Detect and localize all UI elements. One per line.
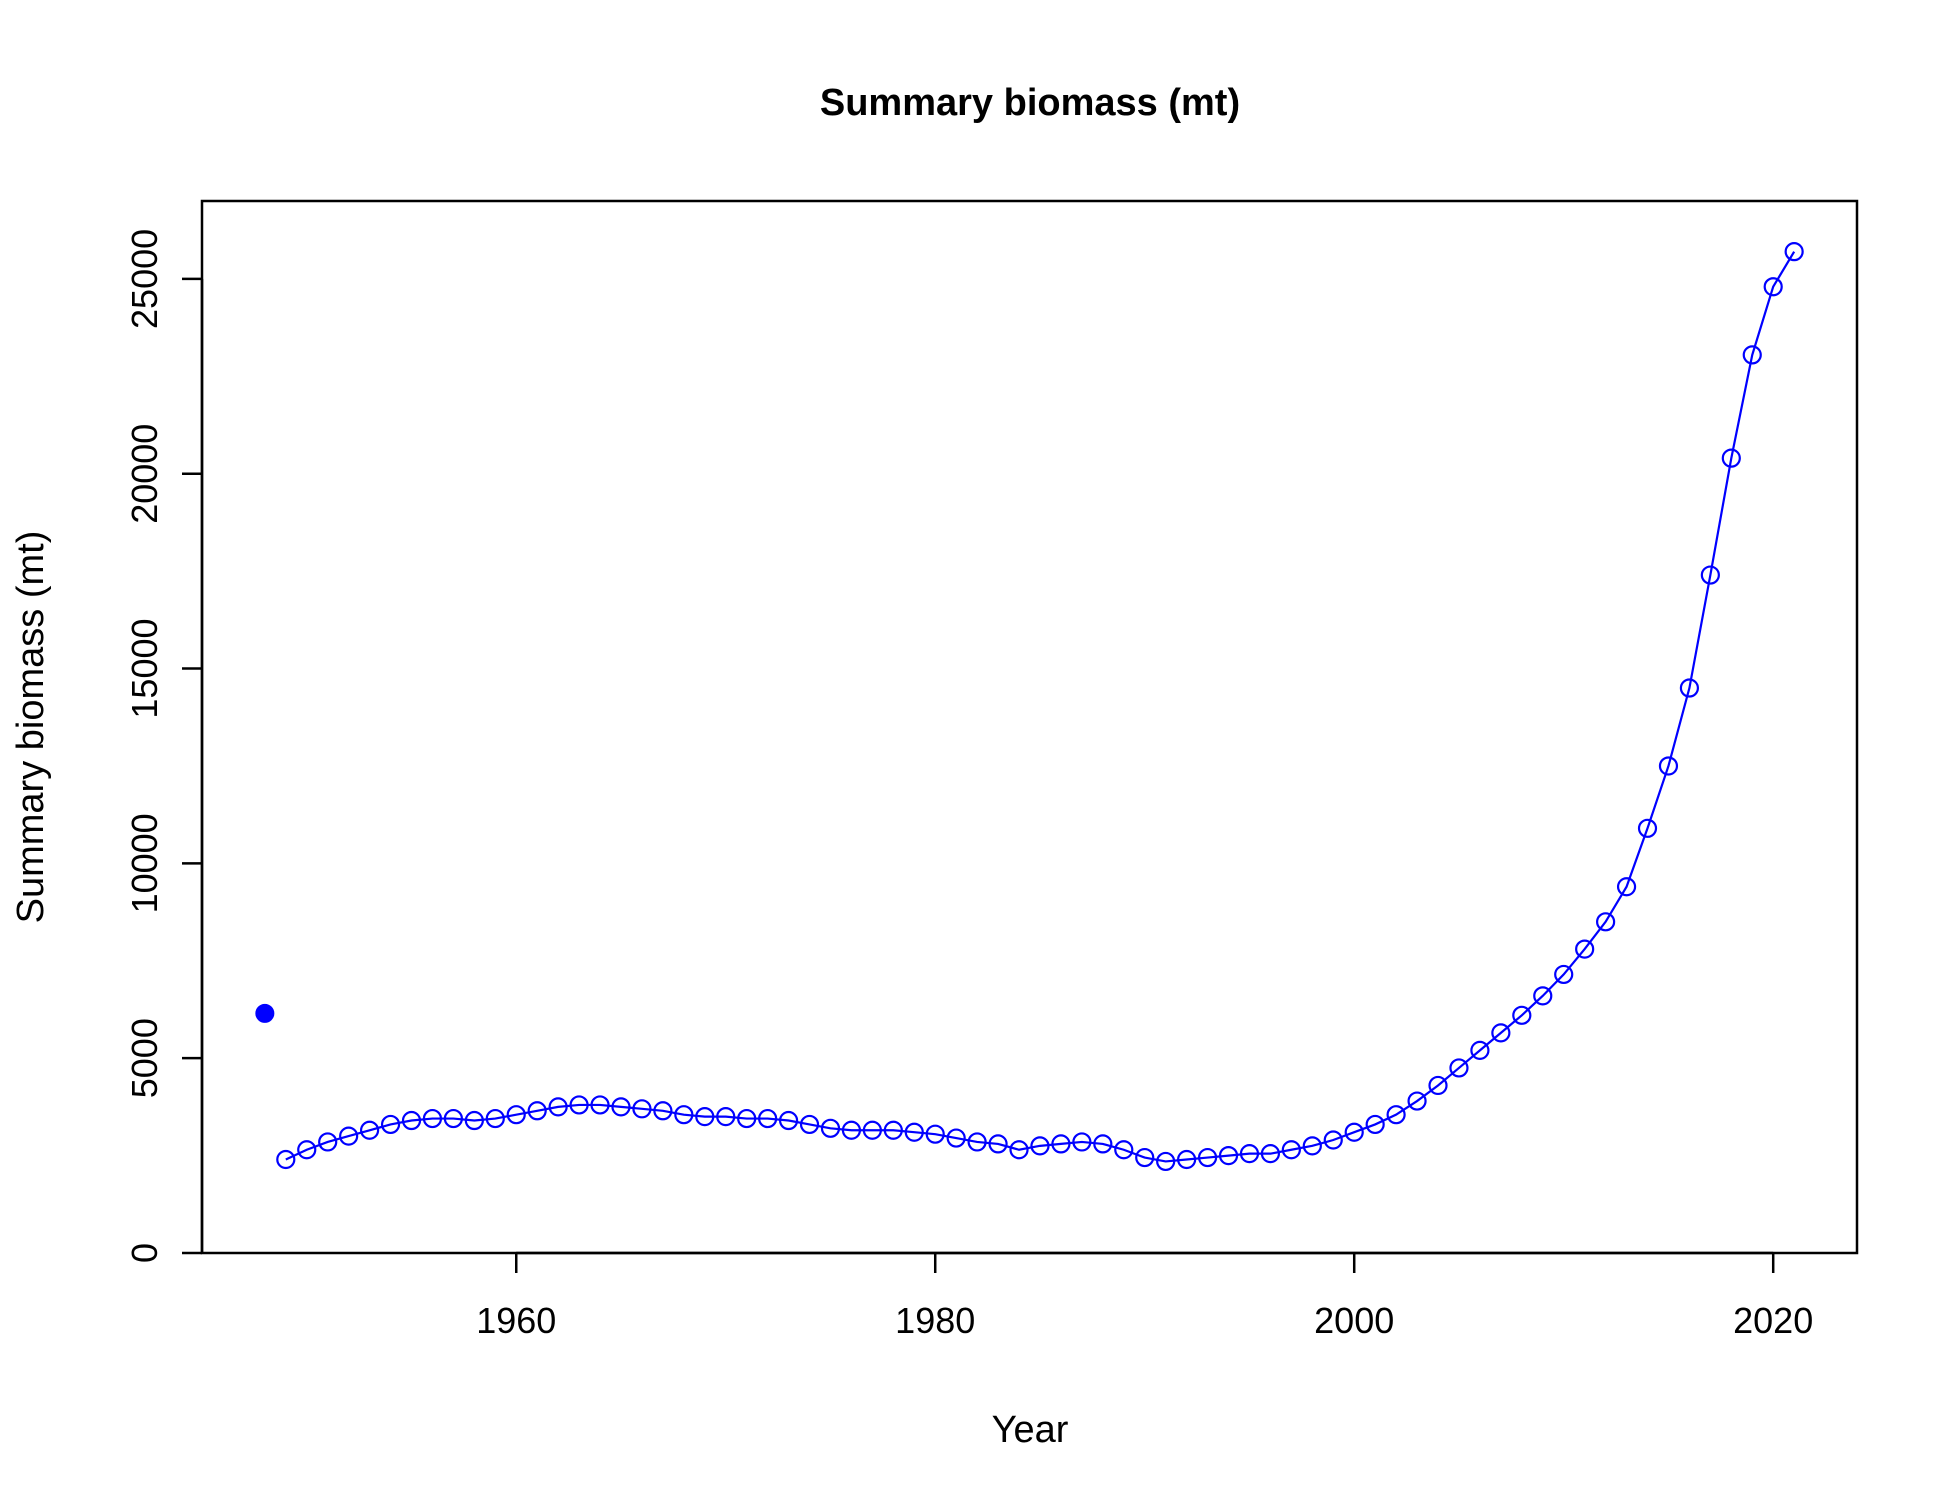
data-point — [276, 1149, 296, 1170]
data-point — [359, 1120, 380, 1140]
data-point — [1218, 1145, 1239, 1166]
data-point — [1700, 565, 1720, 585]
data-point — [1449, 1058, 1469, 1078]
data-point — [590, 1095, 610, 1115]
data-point — [1323, 1130, 1343, 1150]
data-point — [904, 1122, 924, 1142]
data-point — [485, 1108, 505, 1129]
initial-point — [255, 1003, 275, 1023]
data-point — [1135, 1147, 1155, 1168]
data-point — [632, 1099, 652, 1119]
data-point — [1470, 1040, 1490, 1060]
data-point — [1637, 818, 1658, 838]
data-point — [1763, 277, 1783, 297]
data-point — [862, 1120, 882, 1140]
data-point — [548, 1097, 568, 1117]
y-tick-label: 0 — [124, 1243, 165, 1263]
data-point — [1784, 242, 1804, 262]
x-tick-label: 2020 — [1733, 1300, 1813, 1341]
data-point — [380, 1114, 401, 1135]
data-point — [674, 1105, 694, 1125]
data-point — [988, 1134, 1008, 1154]
y-tick-label: 20000 — [124, 424, 165, 524]
y-axis-label: Summary biomass (mt) — [10, 531, 52, 924]
x-axis: 1960 1980 2000 2020 — [476, 1251, 1813, 1341]
x-axis-label: Year — [992, 1409, 1069, 1451]
data-point — [778, 1110, 799, 1131]
x-tick-label: 2000 — [1314, 1300, 1394, 1341]
y-tick-label: 5000 — [124, 1018, 165, 1098]
y-tick-label: 25000 — [124, 229, 165, 329]
data-point — [1554, 964, 1574, 985]
data-point — [1386, 1105, 1406, 1125]
data-point — [1156, 1151, 1176, 1172]
data-point — [653, 1101, 673, 1121]
y-axis: 0 5000 10000 15000 20000 25000 — [124, 229, 204, 1263]
data-point — [1114, 1140, 1134, 1160]
data-point — [422, 1108, 443, 1129]
data-point — [1030, 1136, 1050, 1156]
data-point — [443, 1108, 463, 1129]
data-point — [1533, 986, 1553, 1006]
data-point — [297, 1140, 317, 1160]
data-point — [339, 1126, 359, 1146]
data-point — [1742, 345, 1762, 365]
data-point — [883, 1120, 903, 1140]
series-line — [285, 251, 1796, 1163]
data-point — [1428, 1075, 1448, 1096]
data-point — [1658, 756, 1679, 776]
data-point — [1344, 1122, 1364, 1142]
data-point — [946, 1128, 966, 1148]
data-point — [318, 1132, 338, 1152]
data-point — [1197, 1147, 1218, 1168]
data-point — [1239, 1144, 1260, 1164]
data-point — [1177, 1149, 1197, 1170]
data-point — [1009, 1140, 1029, 1160]
x-tick-label: 1960 — [476, 1300, 556, 1341]
data-point — [737, 1108, 757, 1129]
data-point — [1365, 1114, 1385, 1135]
data-point — [820, 1118, 841, 1138]
data-point — [1302, 1136, 1322, 1156]
y-tick-label: 15000 — [124, 619, 165, 719]
data-point — [527, 1101, 547, 1121]
data-point — [1679, 678, 1700, 698]
data-point — [716, 1107, 736, 1127]
data-point — [1407, 1091, 1427, 1111]
data-point — [1093, 1134, 1113, 1154]
data-point — [925, 1124, 945, 1144]
data-point — [967, 1132, 987, 1152]
y-tick-label: 10000 — [124, 813, 165, 913]
data-point — [1512, 1005, 1532, 1025]
x-tick-label: 1980 — [895, 1300, 975, 1341]
plot-box — [200, 199, 1859, 1255]
data-point — [841, 1120, 862, 1140]
data-point — [1491, 1023, 1511, 1043]
data-point — [1260, 1144, 1281, 1164]
data-point — [464, 1110, 484, 1131]
data-point — [1575, 939, 1595, 959]
data-point — [758, 1108, 778, 1129]
data-point — [611, 1097, 631, 1117]
data-point — [1281, 1140, 1301, 1160]
data-point — [799, 1114, 820, 1135]
data-point — [1051, 1134, 1071, 1154]
series-layer — [255, 242, 1804, 1172]
data-point — [1616, 877, 1637, 897]
data-point — [569, 1095, 589, 1115]
data-point — [401, 1110, 422, 1131]
chart-title: Summary biomass (mt) — [820, 82, 1240, 124]
data-point — [1072, 1132, 1092, 1152]
data-point — [1721, 448, 1741, 468]
data-point — [695, 1107, 715, 1127]
data-point — [506, 1105, 526, 1125]
data-point — [1596, 912, 1616, 932]
